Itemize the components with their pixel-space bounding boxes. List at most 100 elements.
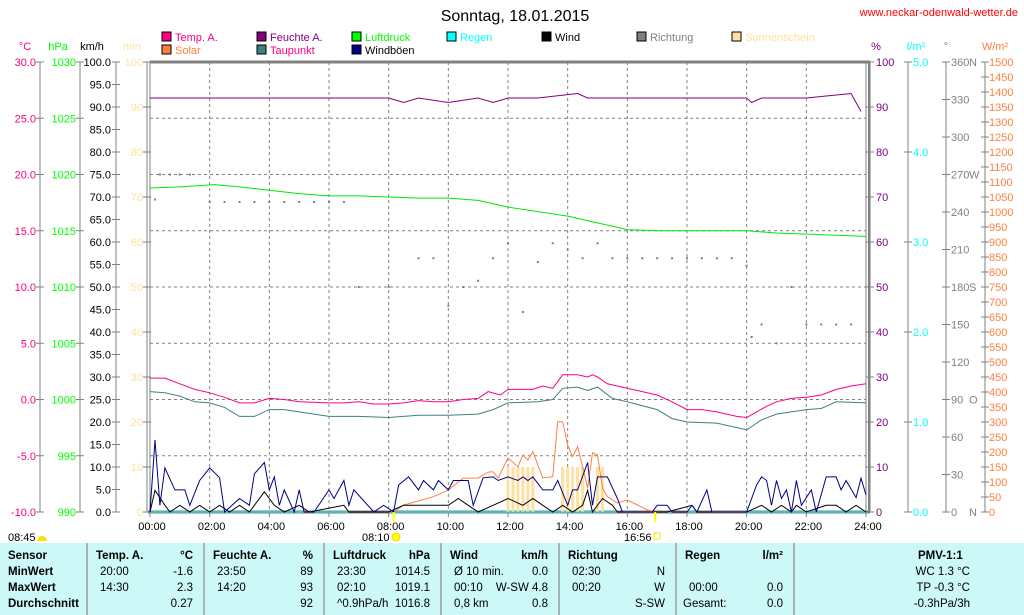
axis-label-wind: 20.0: [90, 417, 111, 429]
direction-dot: [805, 323, 808, 326]
pmv-value: WC 1.3 °C: [915, 566, 970, 578]
legend-swatch: [161, 44, 172, 55]
sunrise-icon: [391, 532, 401, 542]
axis-label-solar: 600: [989, 327, 1007, 339]
table-header: Luftdruck: [333, 550, 387, 562]
table-cell-time: 14:20: [217, 582, 246, 594]
table-header: Temp. A.: [96, 550, 144, 562]
sun-duration-icon: [37, 536, 47, 541]
sunshine-bar: [531, 467, 535, 512]
sunrise-time: 08:10: [362, 532, 390, 543]
axis-label-sunshine: 70: [131, 192, 143, 204]
axis-label-wind: 0.0: [96, 507, 111, 519]
table-unit: l/m²: [762, 550, 783, 562]
legend: Temp. A. Feuchte A. Luftdruck Regen Wind Rich…: [161, 31, 815, 57]
axis-label-pressure: 990: [58, 507, 76, 519]
table-cell-time: Ø 10 min.: [454, 566, 504, 578]
axis-label-pressure: 1020: [52, 170, 76, 182]
x-tick-label: 08:00: [377, 521, 405, 533]
axis-label-wind: 60.0: [90, 237, 111, 249]
table-column: [560, 543, 677, 615]
axis-label-direction: 90: [951, 395, 963, 407]
axis-label-wind: 90.0: [90, 102, 111, 114]
direction-dot: [656, 257, 659, 260]
axis-label-rain: 4.0: [913, 147, 928, 159]
axis-label-wind: 70.0: [90, 192, 111, 204]
direction-dot: [760, 323, 763, 326]
sunshine-duration: 08:45: [8, 532, 36, 543]
direction-dot: [596, 242, 599, 245]
table-cell-value: 93: [300, 582, 313, 594]
axis-label-humidity: 30: [876, 372, 888, 384]
axis-label-humidity: 80: [876, 147, 888, 159]
x-tick-label: 10:00: [437, 521, 465, 533]
direction-dot: [700, 257, 703, 260]
legend-swatch: [731, 31, 742, 42]
website-link[interactable]: www.neckar-odenwald-wetter.de: [859, 7, 1018, 19]
legend-label: Feuchte A.: [270, 32, 323, 44]
table-cell-time: 23:50: [217, 566, 246, 578]
table-cell-value: 0.27: [170, 598, 193, 610]
compass-label: W: [969, 170, 980, 182]
table-cell-time: 00:20: [572, 582, 601, 594]
pmv-value: TP -0.3 °C: [916, 582, 970, 594]
legend-swatch: [351, 31, 362, 42]
axis-label-rain: 0.0: [913, 507, 928, 519]
x-tick-label: 20:00: [735, 521, 763, 533]
direction-dot: [750, 336, 753, 338]
axis-label-direction: 240: [951, 207, 969, 219]
axis-label-sunshine: 0: [137, 507, 143, 519]
direction-dot: [835, 323, 838, 326]
axis-label-direction: 120: [951, 357, 969, 369]
axis-label-pressure: 1010: [52, 282, 76, 294]
axis-label-solar: 500: [989, 357, 1007, 369]
axis-unit-direction: °: [944, 41, 948, 53]
axis-unit-rain: l/m²: [907, 41, 926, 53]
table-cell-value: W: [654, 582, 665, 594]
axis-label-wind: 95.0: [90, 80, 111, 92]
axis-label-pressure: 1030: [52, 57, 76, 69]
axis-label-solar: 1500: [989, 57, 1013, 69]
axis-label-sunshine: 50: [131, 282, 143, 294]
axis-label-wind: 85.0: [90, 125, 111, 137]
table-cell-value: 89: [300, 566, 313, 578]
legend-swatch: [351, 44, 362, 55]
table-cell-time: 20:00: [100, 566, 129, 578]
axis-label-sunshine: 100: [125, 57, 143, 69]
axis-label-sunshine: 20: [131, 417, 143, 429]
axis-label-solar: 550: [989, 342, 1007, 354]
x-tick-label: 02:00: [198, 521, 226, 533]
table-header: Sensor: [8, 550, 47, 562]
table-cell-time: 00:00: [689, 582, 718, 594]
table-column: [325, 543, 442, 615]
axis-label-solar: 1450: [989, 72, 1013, 84]
direction-dot: [268, 201, 271, 203]
direction-dot: [387, 286, 390, 288]
axis-unit-pressure: hPa: [48, 41, 68, 53]
axis-label-wind: 35.0: [90, 350, 111, 362]
axis-label-solar: 300: [989, 417, 1007, 429]
axis-unit-temp: °C: [19, 41, 31, 53]
axis-label-temp: -10.0: [11, 507, 36, 519]
direction-dot: [581, 257, 584, 260]
axis-label-temp: 15.0: [15, 226, 36, 238]
direction-dot: [686, 257, 688, 260]
axis-label-direction: 360: [951, 57, 969, 69]
direction-dot: [447, 304, 450, 307]
legend-swatch: [446, 31, 457, 42]
x-tick-label: 00:00: [138, 521, 166, 533]
axis-unit-wind: km/h: [80, 41, 104, 53]
weather-chart: Sonntag, 18.01.2015 www.neckar-odenwald-…: [8, 7, 1018, 543]
direction-dot: [850, 323, 853, 326]
direction-dot: [566, 248, 569, 251]
series-line-luftdruck: [149, 184, 867, 237]
axis-label-solar: 1250: [989, 132, 1013, 144]
compass-label: O: [969, 395, 978, 407]
direction-dot: [153, 198, 156, 201]
table-cell-time: 23:30: [337, 566, 366, 578]
axis-label-solar: 1400: [989, 87, 1013, 99]
table-row-label: MaxWert: [8, 582, 56, 594]
axis-label-solar: 100: [989, 477, 1007, 489]
sun-info: 08:45 08:10 16:56: [8, 512, 661, 543]
axis-label-humidity: 90: [876, 102, 888, 114]
